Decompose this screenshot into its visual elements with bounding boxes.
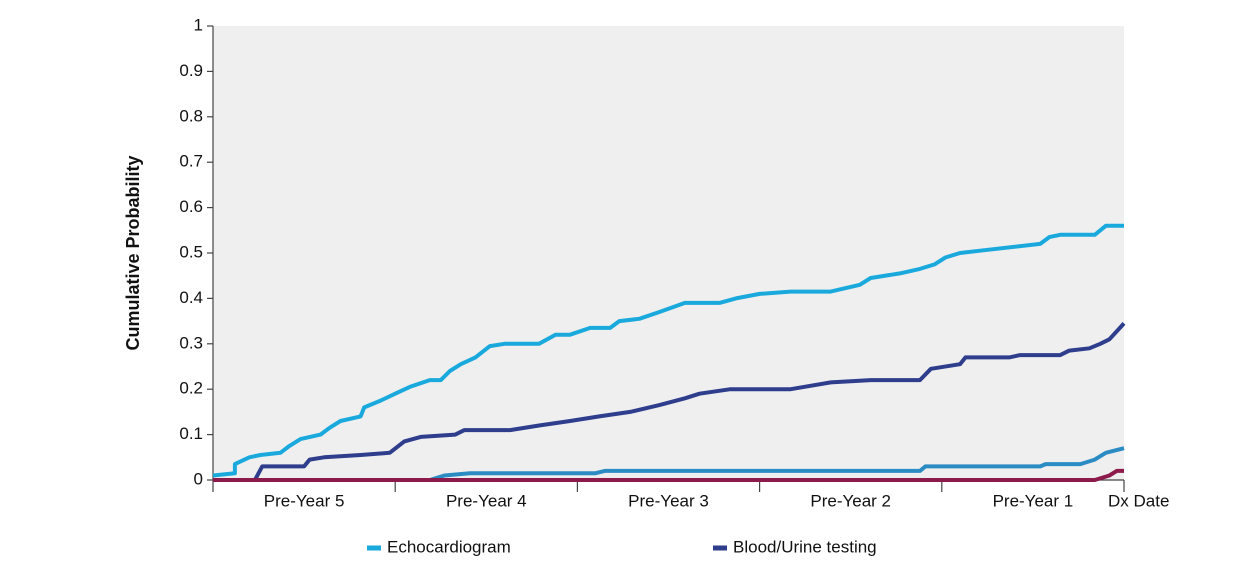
- series-line: [213, 468, 1124, 482]
- y-tick-label: 0: [194, 469, 203, 488]
- x-tick-label: Dx Date: [1108, 491, 1169, 510]
- y-tick-label: 0.1: [179, 424, 203, 443]
- x-tick-label: Pre-Year 5: [264, 491, 345, 510]
- legend-label: Blood/Urine testing: [733, 537, 877, 556]
- y-tick-label: 0.6: [179, 197, 203, 216]
- y-tick-label: 0.4: [179, 288, 203, 307]
- series-line: [212, 223, 1124, 478]
- x-tick-label: Pre-Year 2: [810, 491, 891, 510]
- y-tick-label: 1: [194, 15, 203, 34]
- x-tick-label: Pre-Year 1: [993, 491, 1074, 510]
- series-line: [213, 446, 1125, 482]
- y-tick-label: 0.3: [179, 333, 203, 352]
- x-tick-label: Pre-Year 4: [446, 491, 527, 510]
- x-tick-label: Pre-Year 3: [628, 491, 709, 510]
- legend-label: Echocardiogram: [387, 537, 511, 556]
- series-line: [213, 322, 1126, 482]
- y-tick-label: 0.5: [179, 242, 203, 261]
- y-tick-label: 0.7: [179, 152, 203, 171]
- y-tick-label: 0.8: [179, 106, 203, 125]
- y-tick-label: 0.2: [179, 379, 203, 398]
- plot-area: [213, 26, 1124, 480]
- y-axis-label: Cumulative Probability: [123, 155, 143, 350]
- y-tick-label: 0.9: [179, 61, 203, 80]
